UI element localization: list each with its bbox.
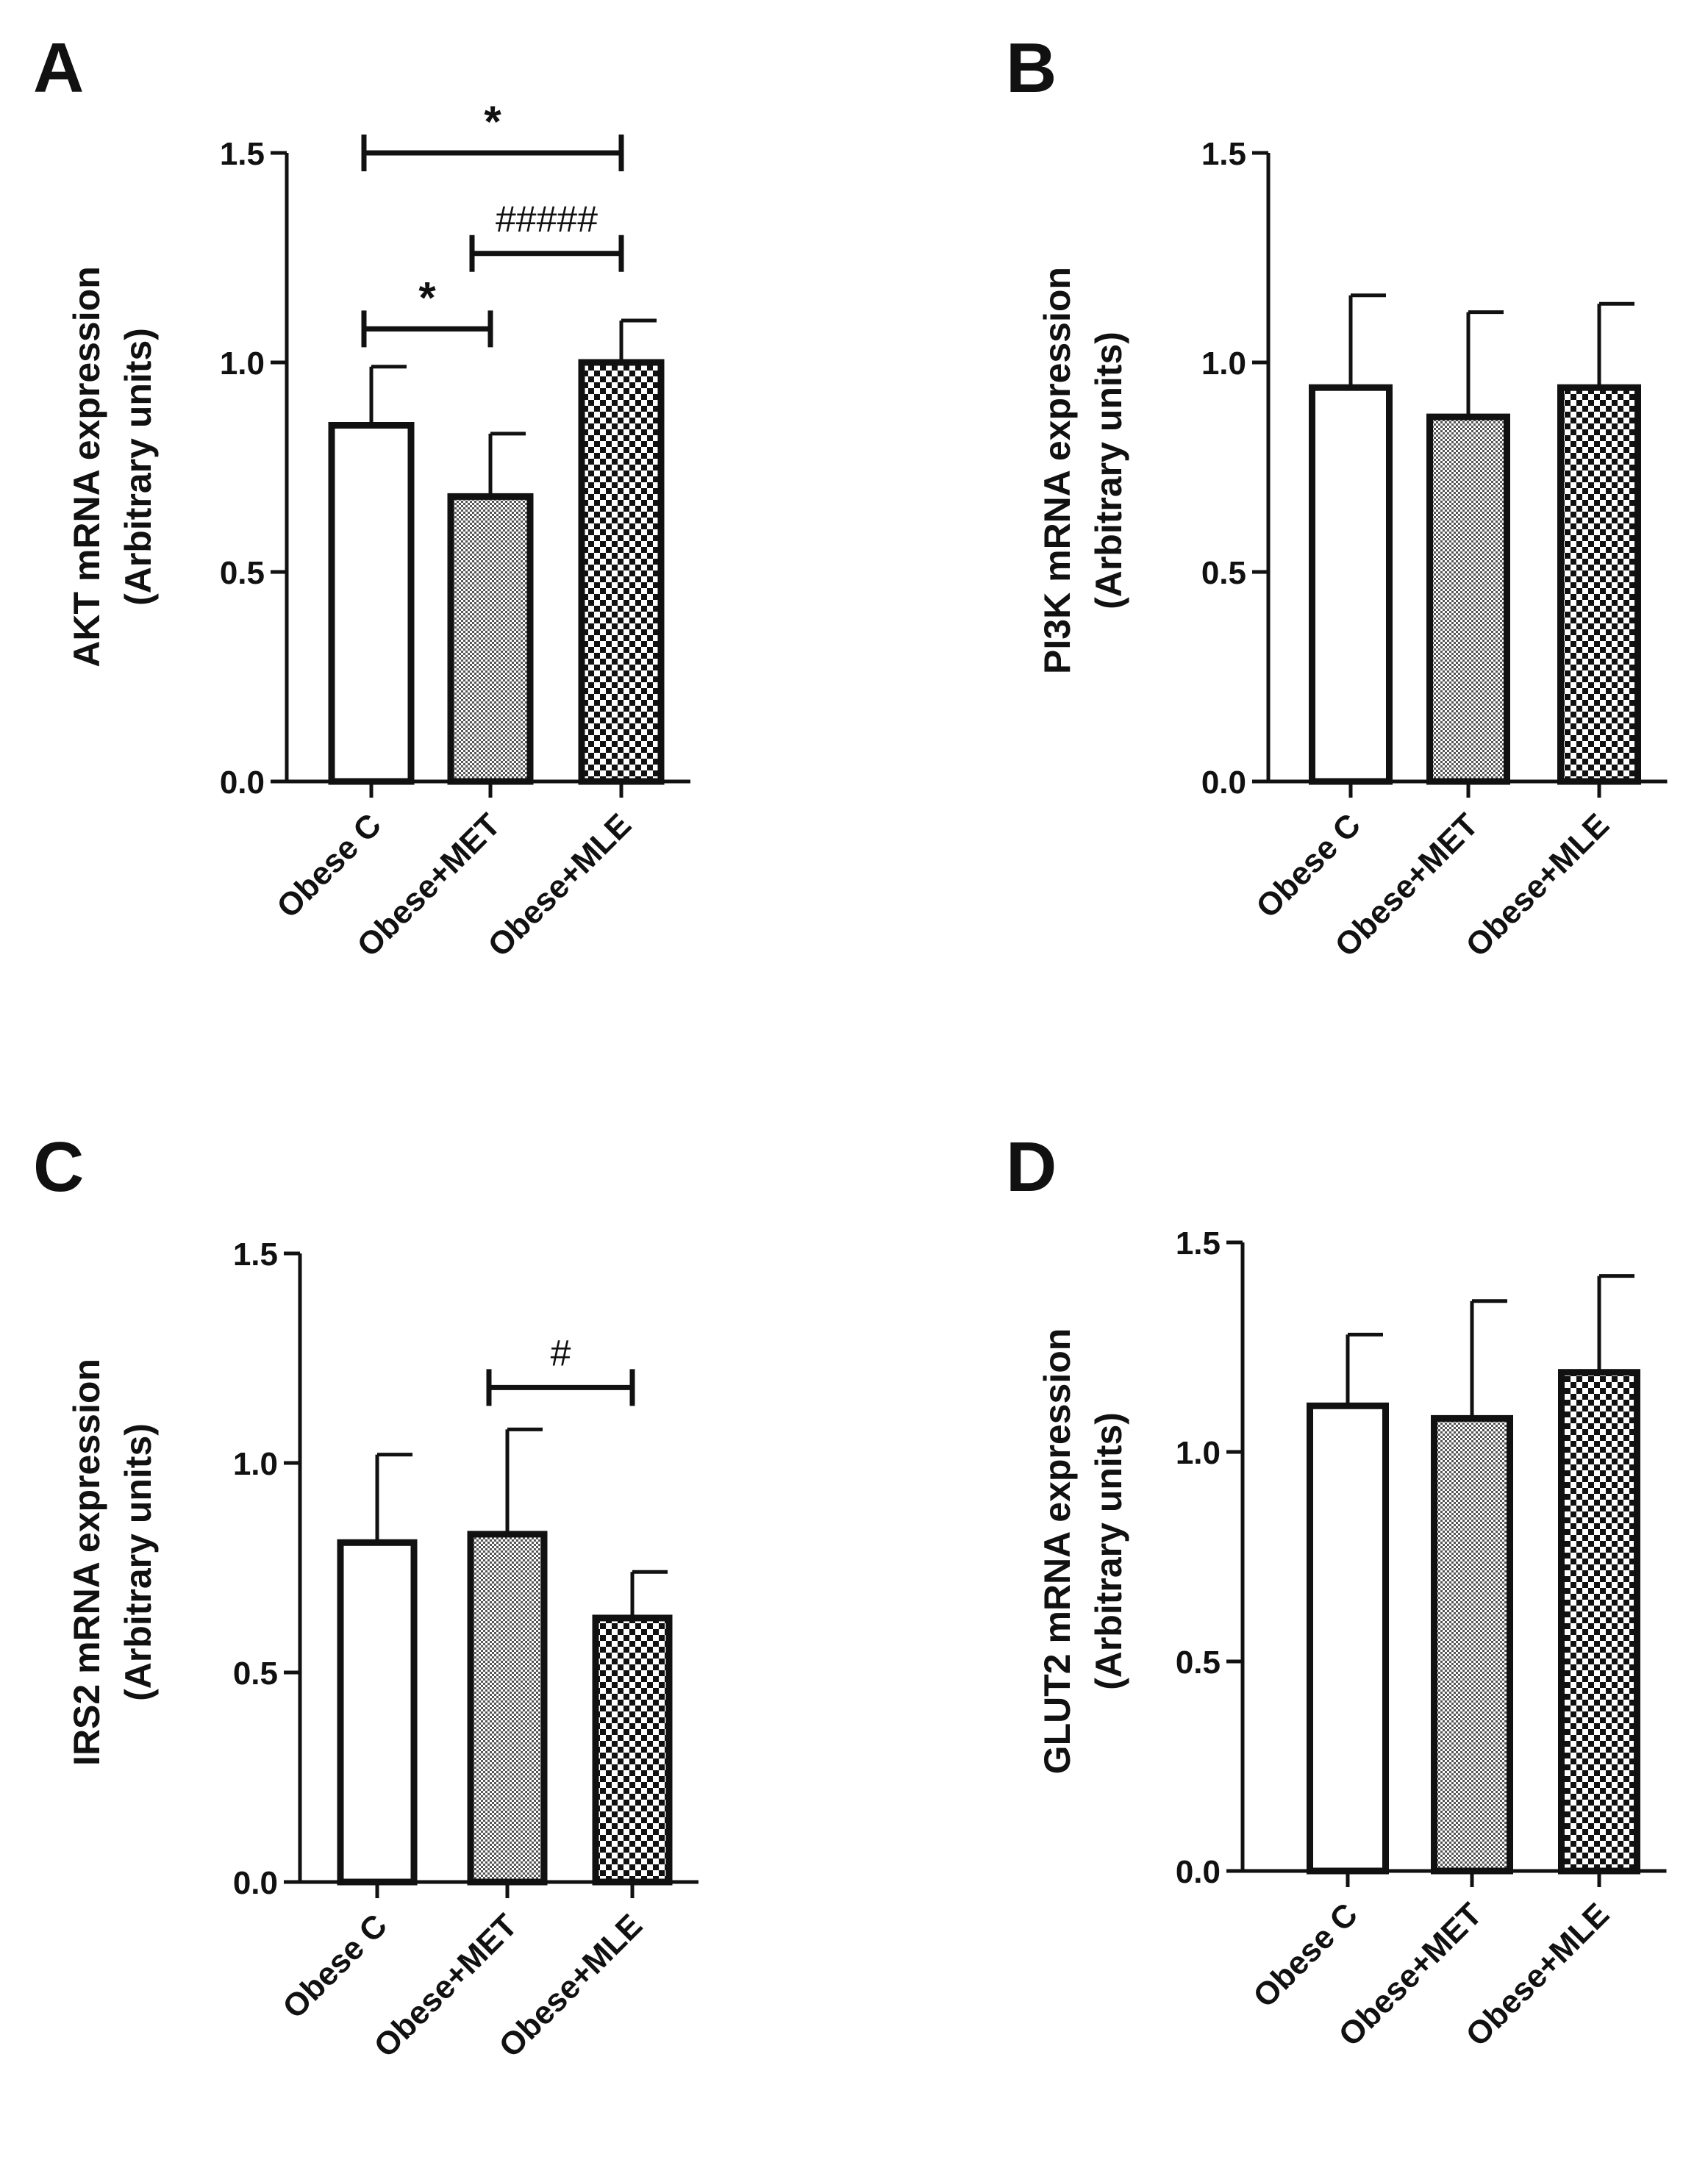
y-tick-label-c-0: 0.0 <box>233 1865 278 1901</box>
sig-label-a-0: * <box>484 97 501 146</box>
y-tick-label-d-3: 1.5 <box>1176 1226 1221 1262</box>
panel-a: A AKT mRNA expression (Arbitrary units) … <box>33 29 690 964</box>
sig-label-a-2: * <box>418 273 436 322</box>
bar-b-1 <box>1309 384 1393 785</box>
category-label-d-1: Obese C <box>1246 1896 1365 2014</box>
bar-c-3 <box>592 1614 673 1886</box>
y-axis-label-b-line1: PI3K mRNA expression <box>1037 267 1078 674</box>
y-tick-label-b-1: 0.5 <box>1201 555 1246 591</box>
y-axis-label-d-line2: (Arbitrary units) <box>1088 1412 1129 1690</box>
y-tick-label-a-0: 0.0 <box>220 765 265 801</box>
y-tick-label-d-0: 0.0 <box>1176 1854 1221 1890</box>
bar-d-2 <box>1431 1414 1513 1875</box>
y-tick-label-d-2: 1.0 <box>1176 1435 1221 1471</box>
sig-label-a-1: ##### <box>496 198 598 240</box>
bar-c-2 <box>467 1531 548 1886</box>
panel-b: B PI3K mRNA expression (Arbitrary units)… <box>1006 29 1668 964</box>
y-axis-label-c-line1: IRS2 mRNA expression <box>66 1359 107 1766</box>
category-label-b-1: Obese C <box>1249 806 1368 925</box>
sig-label-c-0: # <box>551 1332 571 1373</box>
panel-d: D GLUT2 mRNA expression (Arbitrary units… <box>1006 1128 1667 2053</box>
panel-c: C IRS2 mRNA expression (Arbitrary units)… <box>33 1128 698 2064</box>
category-label-c-1: Obese C <box>276 1907 394 2025</box>
y-tick-label-c-2: 1.0 <box>233 1446 278 1482</box>
y-axis-label-c-line2: (Arbitrary units) <box>118 1423 159 1701</box>
y-tick-label-c-1: 0.5 <box>233 1656 278 1692</box>
y-axis-label-a-line1: AKT mRNA expression <box>66 266 107 667</box>
panel-letter-d: D <box>1006 1128 1057 1206</box>
bar-b-3 <box>1557 384 1641 785</box>
category-label-a-1: Obese C <box>270 806 388 925</box>
y-tick-label-b-3: 1.5 <box>1201 136 1246 172</box>
bar-b-2 <box>1426 413 1510 785</box>
y-tick-label-b-2: 1.0 <box>1201 346 1246 382</box>
y-tick-label-c-3: 1.5 <box>233 1237 278 1273</box>
y-axis-label-b-line2: (Arbitrary units) <box>1088 332 1129 609</box>
panel-letter-a: A <box>33 29 84 107</box>
y-axis-label-d-line1: GLUT2 mRNA expression <box>1037 1328 1078 1775</box>
y-tick-label-a-1: 0.5 <box>220 555 265 591</box>
bar-d-3 <box>1558 1369 1640 1875</box>
bar-a-2 <box>447 493 534 785</box>
bar-a-3 <box>578 359 665 785</box>
y-tick-label-d-1: 0.5 <box>1176 1645 1221 1681</box>
bar-c-1 <box>337 1539 418 1886</box>
panel-letter-c: C <box>33 1128 84 1206</box>
y-tick-label-b-0: 0.0 <box>1201 765 1246 801</box>
bar-a-1 <box>328 422 415 785</box>
y-tick-label-a-3: 1.5 <box>220 136 265 172</box>
bar-d-1 <box>1307 1402 1389 1875</box>
y-axis-label-a-line2: (Arbitrary units) <box>118 328 159 606</box>
panel-letter-b: B <box>1006 29 1057 107</box>
y-tick-label-a-2: 1.0 <box>220 346 265 382</box>
